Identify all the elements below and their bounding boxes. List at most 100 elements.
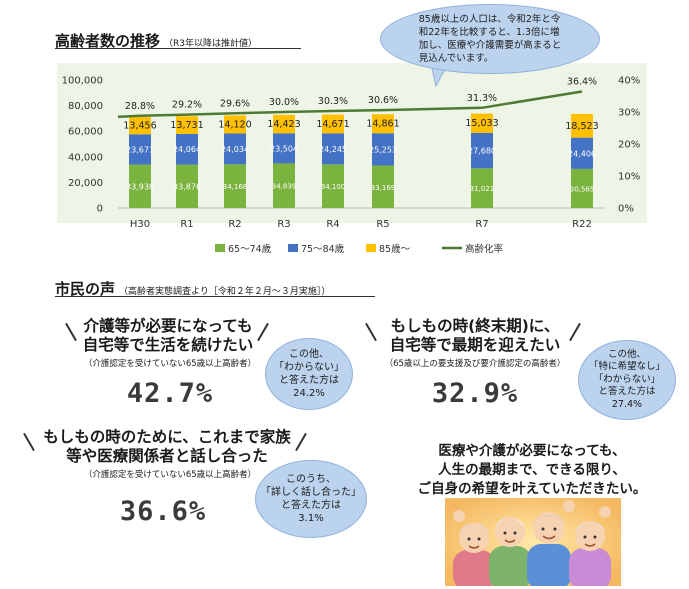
chart-legend: 65～74歳 75～84歳 85歳～ 高齢化率 <box>215 243 504 255</box>
bar-value-label: 14,120 <box>218 119 251 130</box>
survey-percentage: 42.7% <box>126 378 214 409</box>
x-tick-label: R5 <box>376 219 389 230</box>
x-tick-label: R2 <box>228 219 241 230</box>
bubble-line: と答えた方は <box>279 375 339 386</box>
aging-rate-label: 30.6% <box>368 95 398 106</box>
bar-segment <box>273 163 295 208</box>
y-left-tick-label: 80,000 <box>68 101 103 112</box>
chart-line <box>117 90 583 119</box>
bubble-line: 「詳しく話し合った」 <box>261 487 361 498</box>
message-line: 人生の最期まで、できる限り、 <box>438 462 626 478</box>
emphasis-mark <box>569 322 581 342</box>
bar-segment <box>322 114 344 134</box>
bar-value-label: 24,406 <box>568 149 596 158</box>
survey-question: 介護等が必要になっても <box>83 317 253 335</box>
bar-value-label: 24,064 <box>173 145 201 154</box>
chart-background <box>57 63 647 223</box>
survey-question: 自宅等で最期を迎えたい <box>389 336 561 354</box>
bar-segment <box>322 164 344 208</box>
y-left-tick-label: 100,000 <box>62 76 103 87</box>
bubble-line: 3.1% <box>298 513 324 524</box>
bar-value-label: 13,731 <box>170 120 203 131</box>
bubble-line: 「わからない」 <box>593 373 661 385</box>
chart-labels: 33,938 23,671 13,456 33,876 24,064 13,731 34,1… <box>123 77 598 194</box>
bubble-line: 「わからない」 <box>274 362 344 373</box>
emphasis-mark <box>295 432 307 452</box>
survey-note: （介護認定を受けていない65歳以上高齢者） <box>83 359 257 369</box>
bubble-line: 85歳以上の人口は、令和2年と令 <box>418 14 561 25</box>
bubble-line: この他、 <box>289 349 329 360</box>
aging-rate-line <box>117 90 583 119</box>
elderly-people-illustration <box>445 498 621 586</box>
bar-segment <box>129 134 151 165</box>
bar-value-label: 23,504 <box>270 144 298 153</box>
y-left-tick-label: 60,000 <box>68 127 103 138</box>
section-title-text: 市民の声 <box>55 280 116 298</box>
aging-rate-label: 30.3% <box>318 96 348 107</box>
person-right <box>569 521 611 586</box>
legend-swatch <box>366 244 376 252</box>
closing-message: 医療や介護が必要になっても、 人生の最期まで、できる限り、 ご自身の希望を叶えて… <box>382 442 682 499</box>
legend-label: 75～84歳 <box>301 243 345 255</box>
y-left-tick-label: 20,000 <box>68 178 103 189</box>
bar-segment <box>273 133 295 164</box>
survey-bubble-3: このうち、 「詳しく話し合った」 と答えた方は 3.1% <box>255 460 367 538</box>
bar-value-label: 24,245 <box>319 145 347 154</box>
survey-question: 自宅等で生活を続けたい <box>82 336 254 354</box>
bubble-line: 24.2% <box>293 388 325 399</box>
y-right-tick-label: 30% <box>618 108 640 119</box>
bar-segment <box>129 164 151 208</box>
legend-swatch <box>288 244 298 252</box>
bar-segment <box>224 133 246 165</box>
bar-segment <box>273 114 295 134</box>
bar-segment <box>372 165 394 208</box>
bar-segment <box>176 133 198 165</box>
bar-value-label: 34,100 <box>321 183 346 191</box>
y-left-tick-label: 0 <box>97 204 103 215</box>
emphasis-mark <box>365 322 377 342</box>
bar-value-label: 27,680 <box>468 147 496 156</box>
legend-label: 85歳～ <box>379 243 411 255</box>
survey-item-3: もしもの時のために、これまで家族 等や医療関係者と話し合った <box>38 428 296 466</box>
bar-segment <box>571 113 593 138</box>
x-tick-label: R4 <box>326 219 339 230</box>
bubble-line: 加し、医療や介護需要が高まると <box>418 40 562 51</box>
section-underline <box>55 48 301 49</box>
bubble-line: 27.4% <box>611 398 643 410</box>
bubble-line: と答えた方は <box>598 386 656 398</box>
person-left <box>453 523 495 586</box>
survey-note: （65歳以上の要支援及び要介護認定の高齢者） <box>384 359 566 369</box>
survey-note: （介護認定を受けていない65歳以上高齢者） <box>83 470 257 480</box>
bar-segment <box>176 116 198 134</box>
bar-value-label: 18,523 <box>565 121 598 132</box>
legend-label: 高齢化率 <box>465 243 504 255</box>
top-info-bubble: 85歳以上の人口は、令和2年と令 和22年を比較すると、1.3倍に増 加し、医療… <box>380 4 600 74</box>
aging-rate-label: 29.2% <box>172 100 202 111</box>
message-line: 医療や介護が必要になっても、 <box>438 443 626 459</box>
x-tick-label: H30 <box>130 219 150 230</box>
section-subtitle: （高齢者実態調査より［令和２年２月～３月実施］） <box>119 287 331 297</box>
bar-value-label: 31,021 <box>470 185 495 193</box>
bar-segment <box>471 113 493 133</box>
person-center-left <box>489 517 531 586</box>
bar-value-label: 33,169 <box>371 184 396 192</box>
bar-segment <box>322 133 344 165</box>
survey-percentage: 32.9% <box>431 378 519 409</box>
bar-segment <box>571 137 593 169</box>
bar-value-label: 34,839 <box>272 183 297 191</box>
bubble-line: このうち、 <box>286 474 336 485</box>
bar-segment <box>372 114 394 134</box>
survey-bubble-2: この他、 「特に希望なし」 「わからない」 と答えた方は 27.4% <box>578 340 676 420</box>
bar-value-label: 33,876 <box>173 182 201 191</box>
bar-segment <box>372 133 394 166</box>
aging-rate-label: 28.8% <box>125 101 155 112</box>
bubble-line: と答えた方は <box>281 500 341 511</box>
population-chart: 0 20,000 40,000 60,000 80,000 100,000 0% 10% 20%… <box>62 76 641 256</box>
bar-value-label: 33,938 <box>126 182 154 191</box>
emphasis-mark <box>257 322 269 342</box>
section-title-voices: 市民の声 （高齢者実態調査より［令和２年２月～３月実施］） <box>55 278 330 299</box>
bar-segment <box>471 168 493 208</box>
bubble-line: 和22年を比較すると、1.3倍に増 <box>418 27 560 38</box>
bar-segment <box>471 132 493 169</box>
x-tick-label: R7 <box>475 219 488 230</box>
